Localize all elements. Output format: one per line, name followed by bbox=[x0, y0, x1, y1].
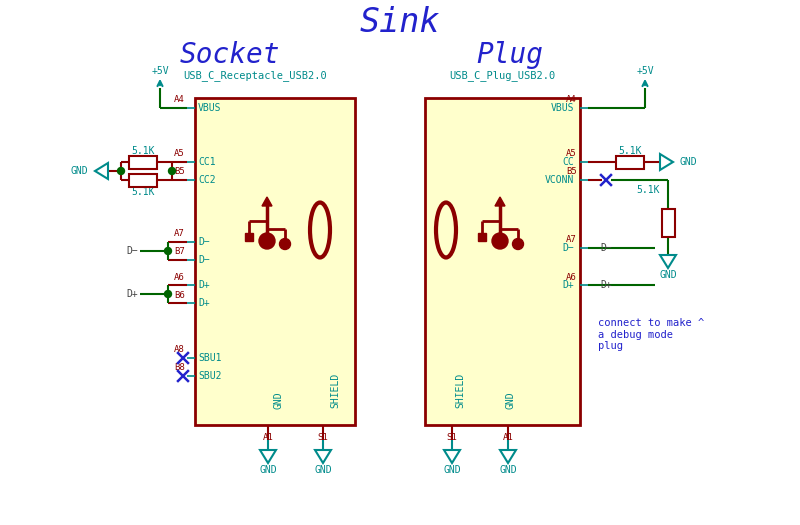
Text: SBU1: SBU1 bbox=[198, 353, 222, 363]
Text: A5: A5 bbox=[174, 150, 185, 159]
Text: SHIELD: SHIELD bbox=[455, 372, 465, 407]
Text: D+: D+ bbox=[198, 280, 210, 290]
Text: 5.1K: 5.1K bbox=[618, 146, 642, 156]
Text: GND: GND bbox=[273, 391, 283, 409]
Text: D+: D+ bbox=[126, 289, 138, 299]
Text: +5V: +5V bbox=[151, 66, 169, 76]
Bar bbox=[425, 98, 580, 425]
Text: D−: D− bbox=[562, 243, 574, 253]
Text: CC1: CC1 bbox=[198, 157, 216, 167]
Circle shape bbox=[259, 233, 275, 249]
Text: GND: GND bbox=[70, 166, 88, 176]
Text: connect to make ^
a debug mode
plug: connect to make ^ a debug mode plug bbox=[598, 318, 704, 351]
Bar bbox=[245, 233, 253, 241]
Text: A6: A6 bbox=[174, 272, 185, 281]
Text: D−: D− bbox=[198, 255, 210, 265]
Text: USB_C_Plug_USB2.0: USB_C_Plug_USB2.0 bbox=[449, 70, 555, 81]
Bar bbox=[616, 155, 644, 169]
Text: VBUS: VBUS bbox=[550, 103, 574, 113]
Text: D−: D− bbox=[126, 246, 138, 256]
Text: 5.1K: 5.1K bbox=[131, 187, 154, 197]
Text: A1: A1 bbox=[262, 433, 274, 442]
Text: SHIELD: SHIELD bbox=[330, 372, 340, 407]
Text: D+: D+ bbox=[198, 298, 210, 308]
Text: VCONN: VCONN bbox=[545, 175, 574, 185]
Text: Sink: Sink bbox=[360, 5, 440, 38]
Text: A6: A6 bbox=[566, 272, 577, 281]
Bar bbox=[662, 209, 674, 237]
Text: GND: GND bbox=[314, 465, 332, 475]
Text: A4: A4 bbox=[174, 96, 185, 104]
Text: GND: GND bbox=[659, 270, 677, 280]
Bar bbox=[478, 233, 486, 241]
Bar bbox=[195, 98, 355, 425]
Text: SBU2: SBU2 bbox=[198, 371, 222, 381]
Circle shape bbox=[279, 238, 290, 249]
Text: A1: A1 bbox=[502, 433, 514, 442]
Text: A7: A7 bbox=[566, 236, 577, 245]
Text: A7: A7 bbox=[174, 229, 185, 238]
Polygon shape bbox=[495, 197, 505, 206]
Text: D+: D+ bbox=[600, 280, 612, 290]
Text: Socket: Socket bbox=[180, 41, 280, 69]
Text: S1: S1 bbox=[446, 433, 458, 442]
Text: 5.1K: 5.1K bbox=[636, 185, 660, 195]
Bar bbox=[129, 173, 157, 186]
Bar bbox=[129, 155, 157, 169]
Circle shape bbox=[169, 167, 175, 174]
Circle shape bbox=[118, 167, 125, 174]
Text: GND: GND bbox=[499, 465, 517, 475]
Text: B5: B5 bbox=[174, 167, 185, 176]
Text: B7: B7 bbox=[174, 247, 185, 257]
Text: B6: B6 bbox=[174, 290, 185, 299]
Text: D−: D− bbox=[198, 237, 210, 247]
Text: USB_C_Receptacle_USB2.0: USB_C_Receptacle_USB2.0 bbox=[183, 70, 327, 81]
Text: D+: D+ bbox=[562, 280, 574, 290]
Text: Plug: Plug bbox=[477, 41, 543, 69]
Text: CC2: CC2 bbox=[198, 175, 216, 185]
Text: A8: A8 bbox=[174, 345, 185, 354]
Text: GND: GND bbox=[680, 157, 698, 167]
Circle shape bbox=[165, 290, 171, 298]
Text: A5: A5 bbox=[566, 150, 577, 159]
Text: GND: GND bbox=[505, 391, 515, 409]
Circle shape bbox=[492, 233, 508, 249]
Text: GND: GND bbox=[443, 465, 461, 475]
Text: S1: S1 bbox=[318, 433, 328, 442]
Circle shape bbox=[513, 238, 523, 249]
Text: +5V: +5V bbox=[636, 66, 654, 76]
Text: D−: D− bbox=[600, 243, 612, 253]
Text: B5: B5 bbox=[566, 167, 577, 176]
Polygon shape bbox=[262, 197, 272, 206]
Text: A4: A4 bbox=[566, 96, 577, 104]
Text: B8: B8 bbox=[174, 363, 185, 373]
Text: 5.1K: 5.1K bbox=[131, 146, 154, 156]
Text: GND: GND bbox=[259, 465, 277, 475]
Text: VBUS: VBUS bbox=[198, 103, 222, 113]
Circle shape bbox=[165, 247, 171, 255]
Text: CC: CC bbox=[562, 157, 574, 167]
